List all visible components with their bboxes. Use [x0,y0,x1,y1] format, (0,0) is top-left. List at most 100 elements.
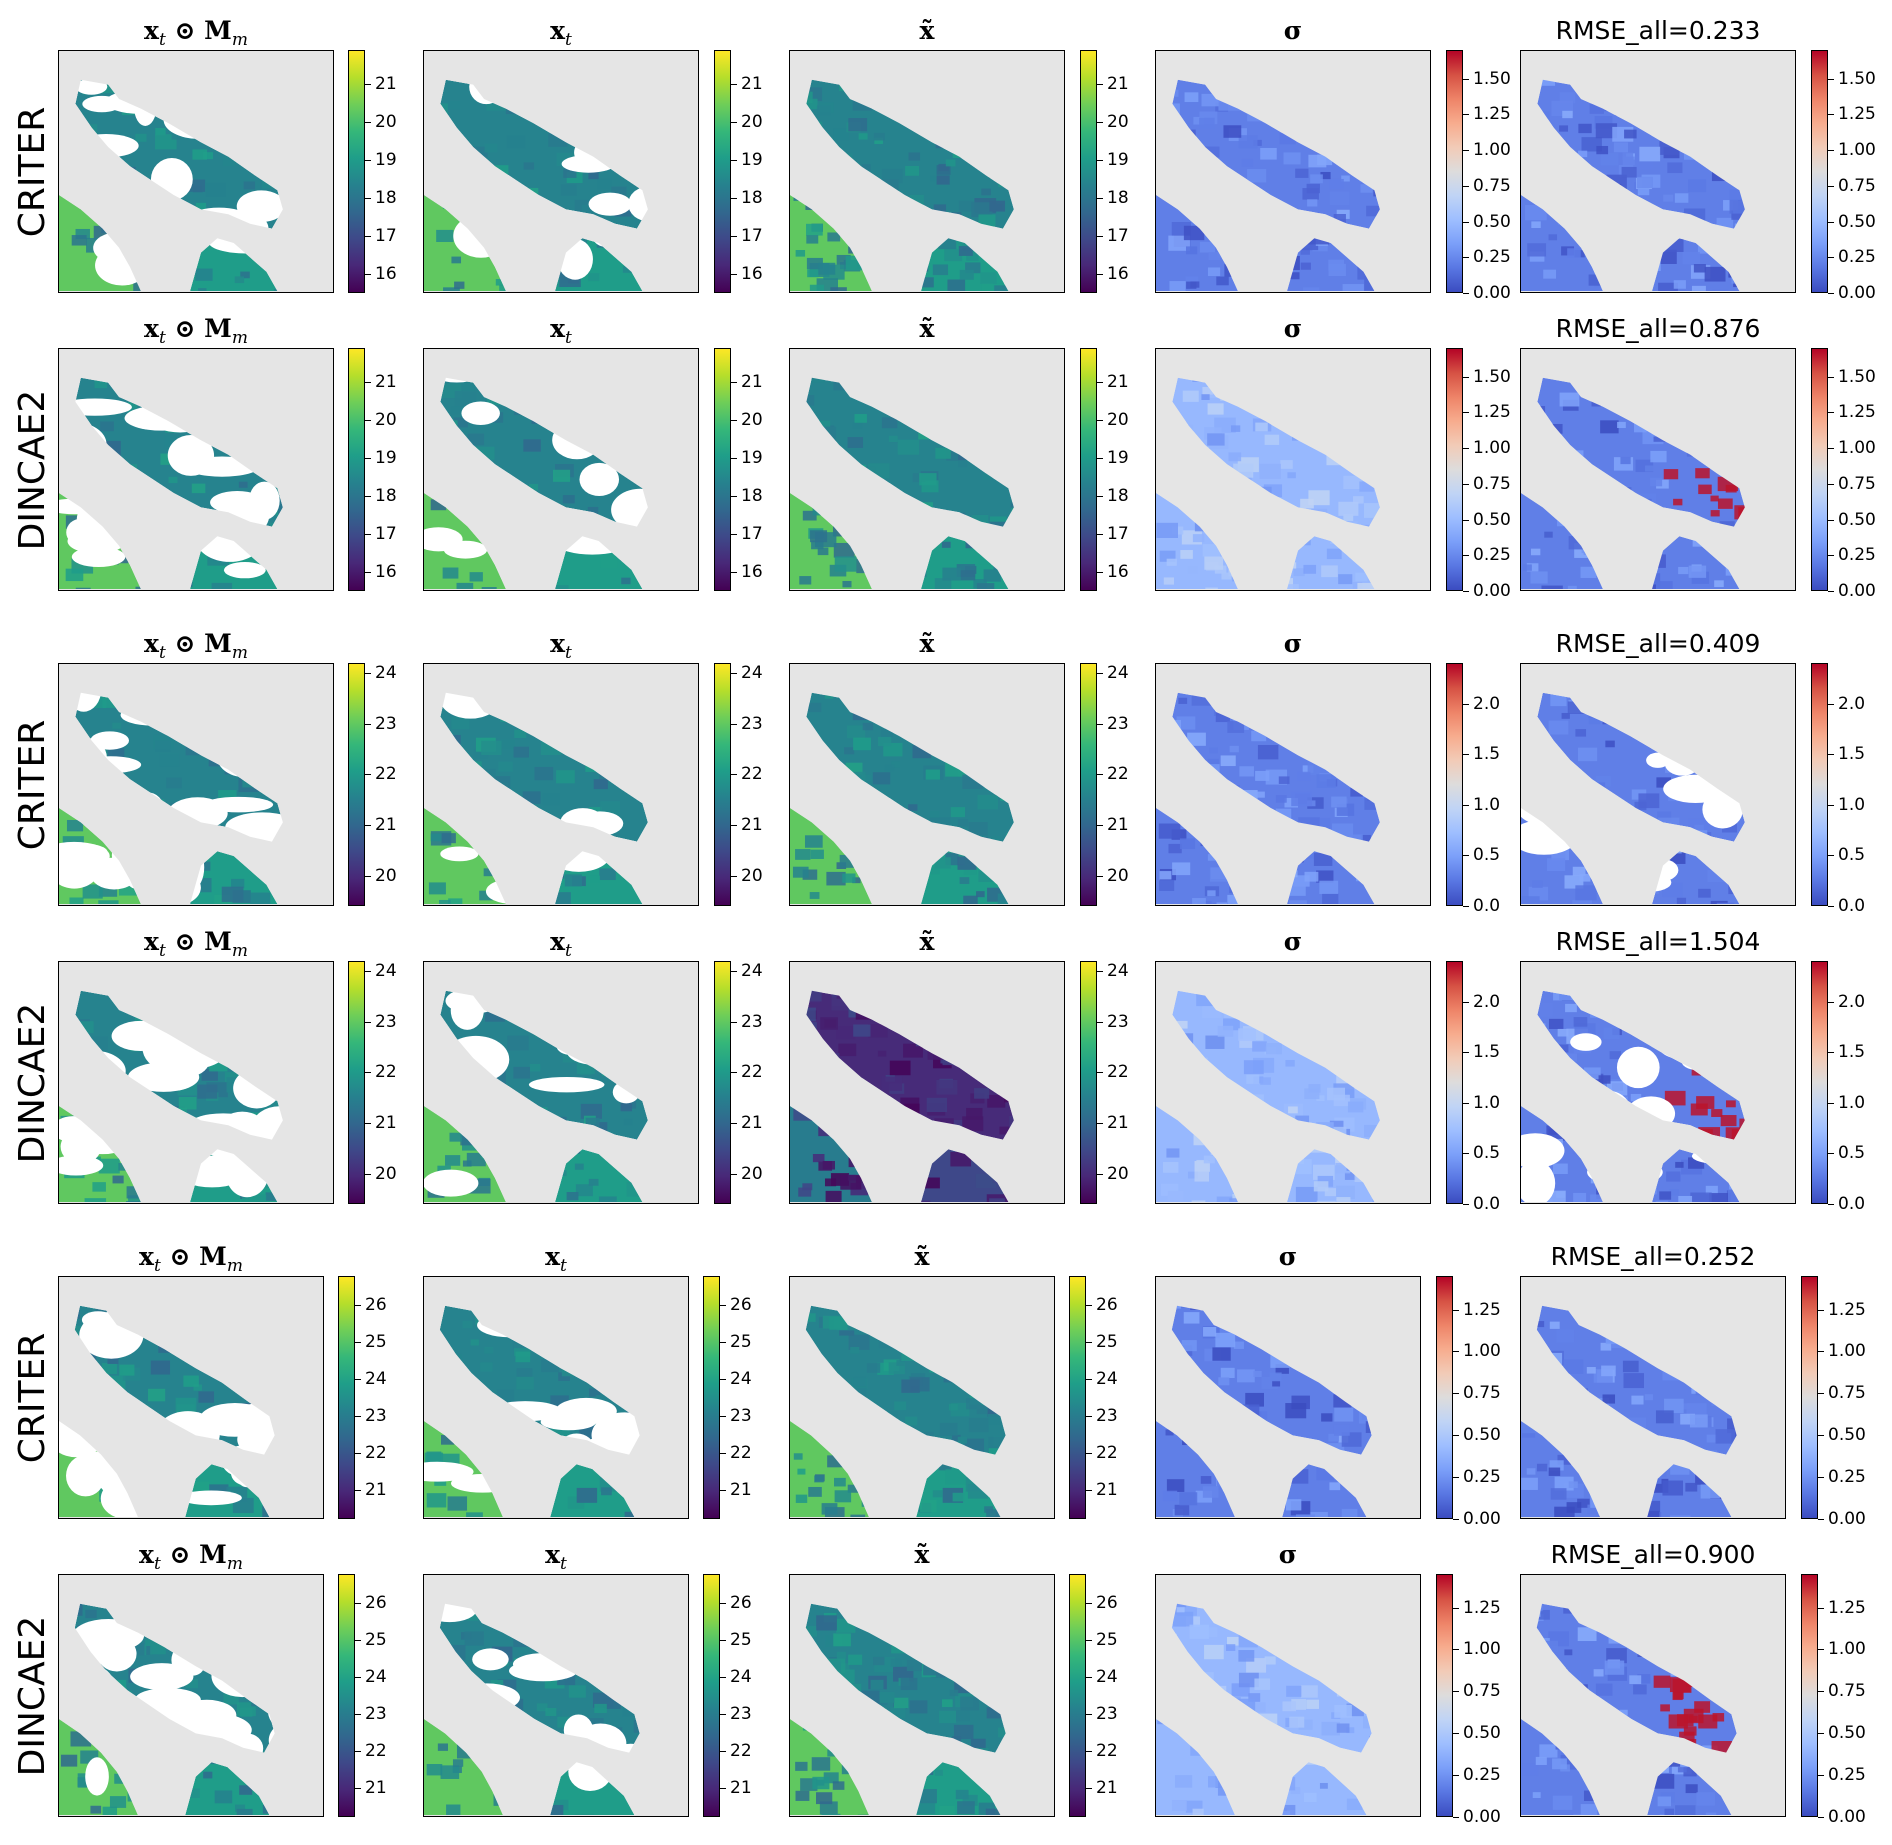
colorbar-sst [338,1276,355,1519]
colorbar-tick-label: 0.75 [1453,1681,1501,1702]
colorbar-sst [348,663,365,906]
colorbar-error [1811,348,1828,591]
colorbar-tick-label: 16 [731,562,763,583]
colorbar-tick-label: 16 [731,264,763,285]
colorbar-tick-label: 1.25 [1463,402,1511,423]
colorbar-tick-label: 0.25 [1453,1765,1501,1786]
colorbar-sst [1069,1574,1086,1817]
panel-title: RMSE_all=0.233 [1555,16,1761,45]
colorbar-tick-label: 1.25 [1463,104,1511,125]
map-target [423,1574,689,1817]
panel-title: x̃ [914,1242,930,1271]
colorbar-sst [714,348,731,591]
colorbar-tick-label: 21 [720,1777,752,1798]
colorbar-error [1436,1276,1453,1519]
colorbar-tick-label: 0.00 [1463,283,1511,303]
colorbar-tick-label: 20 [365,1163,397,1184]
colorbar-tick-label: 1.00 [1828,140,1876,161]
colorbar-tick-label: 22 [720,1740,752,1761]
colorbar-sst [1080,50,1097,293]
colorbar-tick-label: 17 [731,524,763,545]
colorbar-tick-label: 24 [731,663,763,684]
colorbar-tick-label: 21 [720,1479,752,1500]
colorbar-tick-label: 25 [355,1332,387,1353]
row-label-dincae2: DINCAE2 [12,1615,53,1776]
colorbar-tick-label: 26 [720,1295,752,1316]
colorbar-tick-label: 23 [1086,1703,1118,1724]
colorbar-tick-label: 22 [731,764,763,785]
colorbar-tick-label: 19 [731,150,763,171]
row-label-criter: CRITER [12,106,53,237]
colorbar-tick-label: 19 [365,150,397,171]
colorbar-tick-label: 0.75 [1818,1681,1866,1702]
colorbar-tick-label: 21 [365,815,397,835]
colorbar-tick-label: 23 [1097,713,1129,734]
colorbar-tick-label: 23 [720,1703,752,1724]
map-error [1520,1276,1786,1519]
colorbar-tick-label: 24 [1086,1667,1118,1688]
row-label-criter: CRITER [12,719,53,850]
colorbar-tick-label: 21 [731,815,763,835]
panel-title: RMSE_all=0.876 [1555,314,1761,343]
colorbar-sst [338,1574,355,1817]
colorbar-tick-label: 18 [1097,188,1129,209]
colorbar-tick-label: 0.00 [1463,581,1511,601]
colorbar-tick-label: 0.00 [1818,1807,1866,1827]
colorbar-tick-label: 1.00 [1453,1341,1501,1362]
panel-title: RMSE_all=0.252 [1550,1242,1756,1271]
panel-title: xt ⊙ Mm [144,16,248,50]
colorbar-tick-label: 23 [731,1011,763,1032]
colorbar-tick-label: 21 [1097,74,1129,95]
colorbar-tick-label: 25 [355,1630,387,1651]
colorbar-tick-label: 0.50 [1818,1723,1866,1744]
colorbar-tick-label: 25 [720,1630,752,1651]
row-label-dincae2: DINCAE2 [12,389,53,550]
map-uncertainty [1155,348,1431,591]
colorbar-error [1801,1574,1818,1817]
map-reconstruction [789,961,1065,1204]
colorbar-tick-label: 1.25 [1828,104,1876,125]
map-reconstruction [789,348,1065,591]
colorbar-tick-label: 20 [731,865,763,886]
colorbar-tick-label: 0.50 [1828,509,1876,530]
colorbar-tick-label: 17 [731,226,763,247]
colorbar-error [1436,1574,1453,1817]
map-uncertainty [1155,663,1431,906]
map-uncertainty [1155,50,1431,293]
map-reconstruction [789,1276,1055,1519]
panel-title: RMSE_all=0.409 [1555,629,1761,658]
colorbar-sst [1069,1276,1086,1519]
map-masked_observation [58,1276,324,1519]
colorbar-tick-label: 21 [1097,1113,1129,1133]
colorbar-tick-label: 1.5 [1462,1042,1501,1063]
colorbar-tick-label: 23 [355,1405,387,1426]
panel-title: xt ⊙ Mm [139,1540,243,1574]
colorbar-tick-label: 18 [731,486,763,507]
colorbar-tick-label: 0.25 [1818,1765,1866,1786]
colorbar-tick-label: 0.25 [1463,247,1511,268]
colorbar-tick-label: 0.00 [1453,1509,1501,1529]
colorbar-tick-label: 1.5 [1462,744,1501,765]
colorbar-tick-label: 18 [365,486,397,507]
colorbar-tick-label: 0.25 [1463,545,1511,566]
colorbar-tick-label: 1.0 [1827,1092,1866,1113]
colorbar-tick-label: 1.25 [1453,1299,1501,1320]
colorbar-tick-label: 26 [720,1593,752,1614]
colorbar-error [1446,348,1463,591]
panel-title: xt ⊙ Mm [144,927,248,961]
panel-title: x̃ [919,927,935,956]
colorbar-tick-label: 1.00 [1453,1639,1501,1660]
colorbar-error [1801,1276,1818,1519]
colorbar-tick-label: 21 [731,74,763,95]
colorbar-tick-label: 0.0 [1827,896,1866,916]
colorbar-tick-label: 20 [731,112,763,133]
colorbar-tick-label: 20 [731,1163,763,1184]
colorbar-tick-label: 17 [1097,524,1129,545]
colorbar-tick-label: 1.0 [1462,1092,1501,1113]
colorbar-tick-label: 0.00 [1818,1509,1866,1529]
colorbar-tick-label: 18 [731,188,763,209]
colorbar-tick-label: 19 [1097,448,1129,469]
colorbar-tick-label: 24 [355,1667,387,1688]
colorbar-tick-label: 22 [365,764,397,785]
map-masked_observation [58,1574,324,1817]
